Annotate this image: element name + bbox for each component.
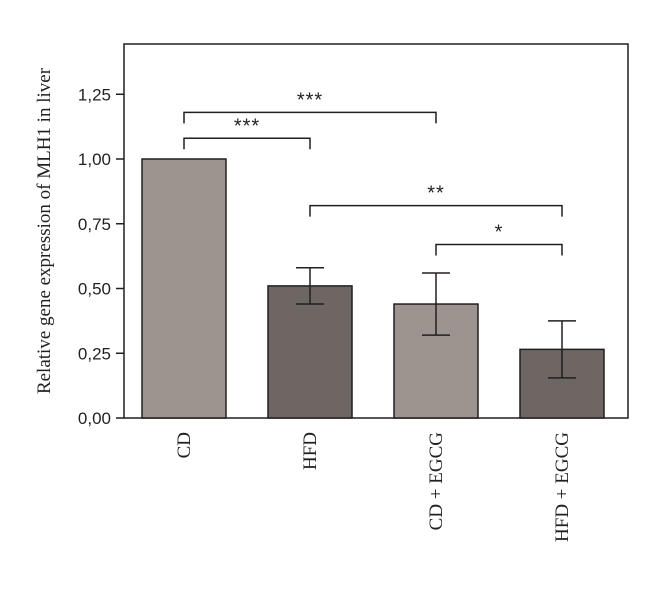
bars bbox=[141, 158, 605, 419]
y-axis: 0,00 0,25 0,50 0,75 1,00 1,25 bbox=[78, 85, 124, 428]
y-tick-label: 1,25 bbox=[78, 85, 111, 104]
significance-brackets: ********* bbox=[183, 89, 563, 256]
significance-bracket bbox=[435, 243, 563, 256]
bar bbox=[267, 285, 353, 419]
significance-bracket bbox=[183, 137, 311, 150]
y-tick-label: 0,00 bbox=[78, 409, 111, 428]
significance-label: * bbox=[495, 221, 504, 243]
x-axis-categories: CD HFD CD + EGCG HFD + EGCG bbox=[174, 432, 573, 542]
error-bars bbox=[296, 267, 576, 379]
y-tick-label: 1,00 bbox=[78, 150, 111, 169]
significance-bracket bbox=[183, 111, 437, 124]
y-tick-label: 0,75 bbox=[78, 215, 111, 234]
significance-label: ** bbox=[427, 183, 445, 205]
x-category-label: CD + EGCG bbox=[426, 432, 447, 531]
x-category-label: HFD + EGCG bbox=[552, 432, 573, 542]
y-axis-title: Relative gene expression of MLH1 in live… bbox=[34, 67, 55, 394]
x-category-label: CD bbox=[174, 432, 195, 458]
significance-bracket bbox=[309, 204, 563, 217]
bar bbox=[141, 158, 227, 419]
significance-label: *** bbox=[234, 115, 260, 137]
x-category-label: HFD bbox=[300, 432, 321, 470]
y-tick-label: 0,25 bbox=[78, 344, 111, 363]
plot-frame bbox=[123, 43, 629, 419]
significance-label: *** bbox=[297, 89, 323, 111]
y-tick-label: 0,50 bbox=[78, 280, 111, 299]
